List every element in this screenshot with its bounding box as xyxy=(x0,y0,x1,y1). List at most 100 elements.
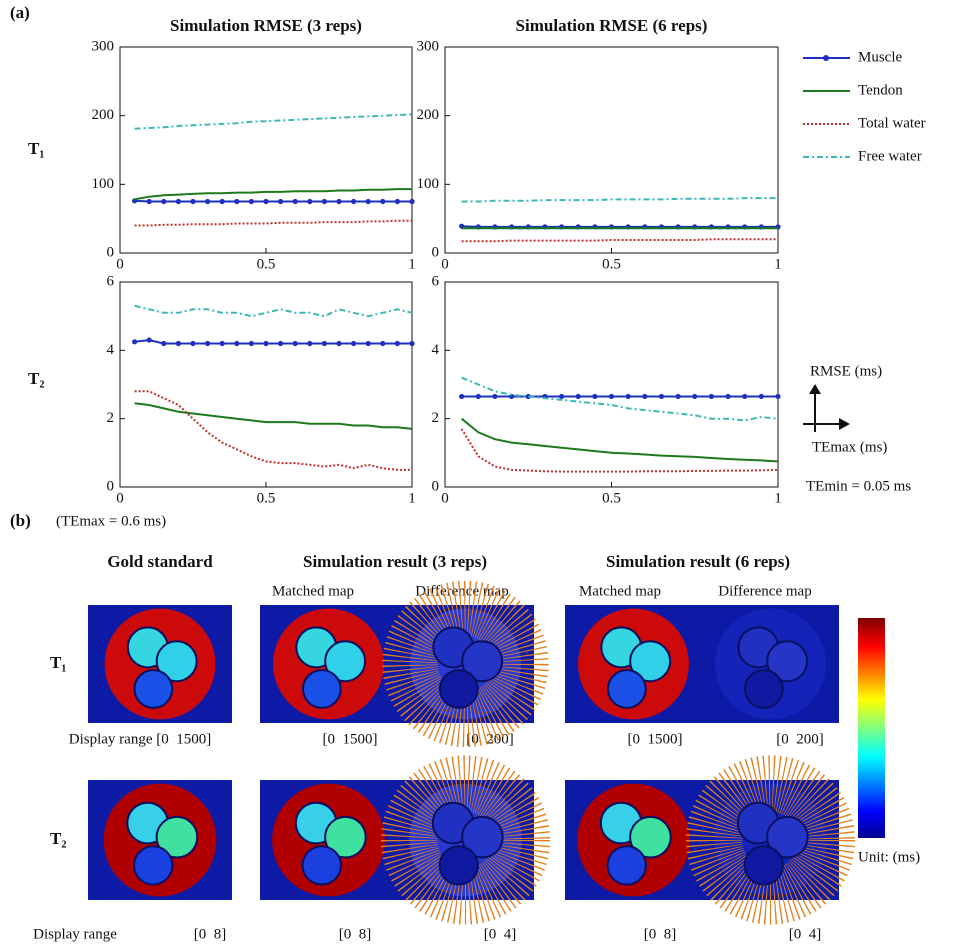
y-tick-label: 0 xyxy=(432,244,440,260)
x-tick-label: 1 xyxy=(408,490,416,506)
marker xyxy=(409,341,414,346)
marker xyxy=(336,199,341,204)
column-title: Gold standard xyxy=(107,552,213,571)
axis-arrows xyxy=(803,384,850,432)
series-line xyxy=(462,198,778,201)
marker xyxy=(176,341,181,346)
panel-label: (a) xyxy=(10,3,30,22)
marker xyxy=(476,394,481,399)
marker xyxy=(190,199,195,204)
legend-label: Muscle xyxy=(858,49,903,65)
y-tick-label: 4 xyxy=(107,342,115,358)
unit-label: Unit: (ms) xyxy=(858,849,920,865)
marker xyxy=(234,199,239,204)
annotation: TEmin = 0.05 ms xyxy=(806,478,911,494)
series-line xyxy=(462,239,778,241)
display-range: [0 8] xyxy=(644,926,677,942)
marker xyxy=(205,199,210,204)
marker xyxy=(742,394,747,399)
series-line xyxy=(462,419,778,462)
marker xyxy=(322,199,327,204)
marker xyxy=(205,341,210,346)
x-tick-label: 0 xyxy=(116,490,124,506)
marker xyxy=(234,341,239,346)
marker xyxy=(380,199,385,204)
marker xyxy=(307,199,312,204)
marker xyxy=(592,394,597,399)
marker xyxy=(147,337,152,342)
display-range: Display range xyxy=(33,926,117,942)
marker xyxy=(278,199,283,204)
map-label: Difference map xyxy=(415,583,508,599)
phantom-insert xyxy=(303,846,341,884)
legend-label: Free water xyxy=(858,148,922,164)
column-title: Simulation result (3 reps) xyxy=(303,552,487,571)
phantom-insert xyxy=(608,846,646,884)
figure: (a) (b) (TEmax = 0.6 ms) T₁ T₂ RMSE (ms)… xyxy=(0,0,959,949)
phantom-insert xyxy=(303,670,341,708)
phantom-insert xyxy=(440,846,478,884)
marker xyxy=(336,341,341,346)
phantom-image xyxy=(260,780,397,900)
display-range: Display range [0 1500] xyxy=(69,731,211,747)
marker xyxy=(676,394,681,399)
y-tick-label: 6 xyxy=(107,273,115,289)
marker xyxy=(263,199,268,204)
marker xyxy=(709,394,714,399)
x-tick-label: 0 xyxy=(441,256,449,272)
marker xyxy=(775,394,780,399)
chart-title: Simulation RMSE (3 reps) xyxy=(170,16,362,35)
marker xyxy=(132,339,137,344)
marker xyxy=(351,341,356,346)
marker xyxy=(366,199,371,204)
annotation: RMSE (ms) xyxy=(810,363,882,379)
map-label: Difference map xyxy=(718,583,811,599)
phantom-image xyxy=(702,605,839,723)
display-range: [0 4] xyxy=(484,926,517,942)
y-tick-label: 6 xyxy=(432,273,440,289)
series-line xyxy=(135,114,412,128)
phantom-insert xyxy=(440,670,478,708)
marker xyxy=(626,394,631,399)
row-label: T₁ xyxy=(50,653,66,672)
marker xyxy=(609,394,614,399)
marker xyxy=(366,341,371,346)
y-tick-label: 200 xyxy=(417,107,440,123)
colorbar xyxy=(858,618,885,838)
marker xyxy=(576,394,581,399)
marker xyxy=(220,341,225,346)
display-range: [0 4] xyxy=(789,926,822,942)
x-tick-label: 1 xyxy=(408,256,416,272)
phantom-insert xyxy=(745,846,783,884)
phantom-image xyxy=(88,780,232,900)
marker xyxy=(293,199,298,204)
display-range: [0 1500] xyxy=(323,731,378,747)
marker xyxy=(161,341,166,346)
chart-title: Simulation RMSE (6 reps) xyxy=(516,16,708,35)
display-range: [0 8] xyxy=(339,926,372,942)
display-range: [0 200] xyxy=(776,731,824,747)
marker xyxy=(725,394,730,399)
marker xyxy=(409,199,414,204)
x-tick-label: 0.5 xyxy=(602,256,621,272)
x-tick-label: 0.5 xyxy=(257,490,276,506)
phantom-insert xyxy=(134,670,172,708)
legend-label: Tendon xyxy=(858,82,903,98)
y-tick-label: 2 xyxy=(432,410,440,426)
phantom-insert xyxy=(745,670,783,708)
phantom-image xyxy=(260,605,397,723)
phantom-image xyxy=(88,605,232,723)
marker xyxy=(492,394,497,399)
phantom-image xyxy=(702,780,839,900)
y-tick-label: 200 xyxy=(92,107,115,123)
x-tick-label: 0 xyxy=(441,490,449,506)
map-label: Matched map xyxy=(272,583,354,599)
legend-label: Total water xyxy=(858,115,926,131)
y-tick-label: 300 xyxy=(92,38,115,54)
legend-marker xyxy=(823,55,829,61)
marker xyxy=(692,394,697,399)
panel-label: (b) xyxy=(10,511,31,530)
series-line xyxy=(462,429,778,472)
y-tick-label: 2 xyxy=(107,410,115,426)
marker xyxy=(249,199,254,204)
